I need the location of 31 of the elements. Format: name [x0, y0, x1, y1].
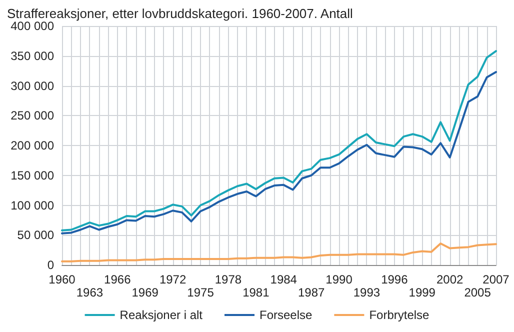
x-tick-label: 1981 [242, 286, 270, 300]
y-tick-label: 100 000 [10, 198, 54, 212]
y-tick-label: 300 000 [10, 78, 54, 93]
x-tick-label: 1984 [270, 272, 298, 286]
x-tick-label: 1960 [48, 272, 76, 286]
x-tick-label: 1975 [187, 286, 214, 300]
legend-label: Forseelse [260, 308, 313, 322]
x-tick-label: 1963 [76, 286, 104, 300]
y-tick-label: 0 [47, 258, 54, 272]
y-tick-label: 350 000 [10, 48, 54, 63]
x-tick-label: 1990 [326, 272, 353, 286]
y-tick-label: 150 000 [10, 168, 54, 182]
y-tick-label: 400 000 [10, 19, 54, 33]
x-tick-label: 2002 [436, 272, 464, 286]
x-tick-label: 2005 [464, 286, 492, 300]
line-series [61, 242, 497, 262]
x-tick-label: 1969 [132, 286, 159, 300]
legend-label: Forbrytelse [369, 308, 430, 322]
y-tick-label: 50 000 [17, 228, 54, 242]
legend-label: Reaksjoner i alt [120, 308, 204, 322]
x-tick-label: 1966 [104, 272, 132, 286]
x-tick-label: 2007 [482, 272, 510, 286]
x-tick-label: 1972 [159, 272, 186, 286]
x-tick-label: 1987 [298, 286, 325, 300]
chart-title: Straffereaksjoner, etter lovbruddskategori. 1960-2007. Antall [7, 6, 354, 21]
y-tick-label: 200 000 [10, 138, 54, 152]
x-tick-label: 1978 [214, 272, 242, 286]
y-tick-label: 250 000 [10, 108, 54, 123]
x-tick-label: 1999 [408, 286, 436, 300]
x-tick-label: 1993 [353, 286, 380, 300]
x-tick-label: 1996 [381, 272, 408, 286]
